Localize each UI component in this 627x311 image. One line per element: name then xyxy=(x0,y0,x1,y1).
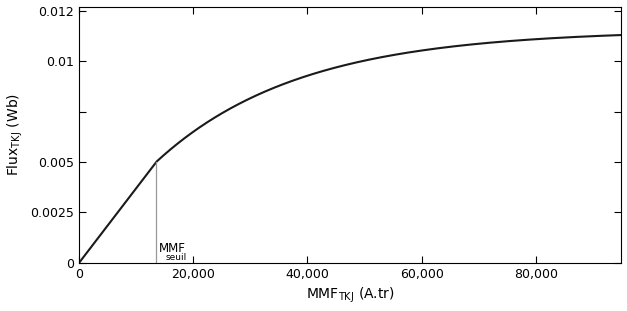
Y-axis label: Flux$_{\mathregular{TKJ}}$ (Wb): Flux$_{\mathregular{TKJ}}$ (Wb) xyxy=(6,93,25,176)
Text: seuil: seuil xyxy=(165,253,186,262)
Text: MMF: MMF xyxy=(159,242,186,255)
X-axis label: MMF$_{\mathregular{TKJ}}$ (A.tr): MMF$_{\mathregular{TKJ}}$ (A.tr) xyxy=(306,286,394,305)
